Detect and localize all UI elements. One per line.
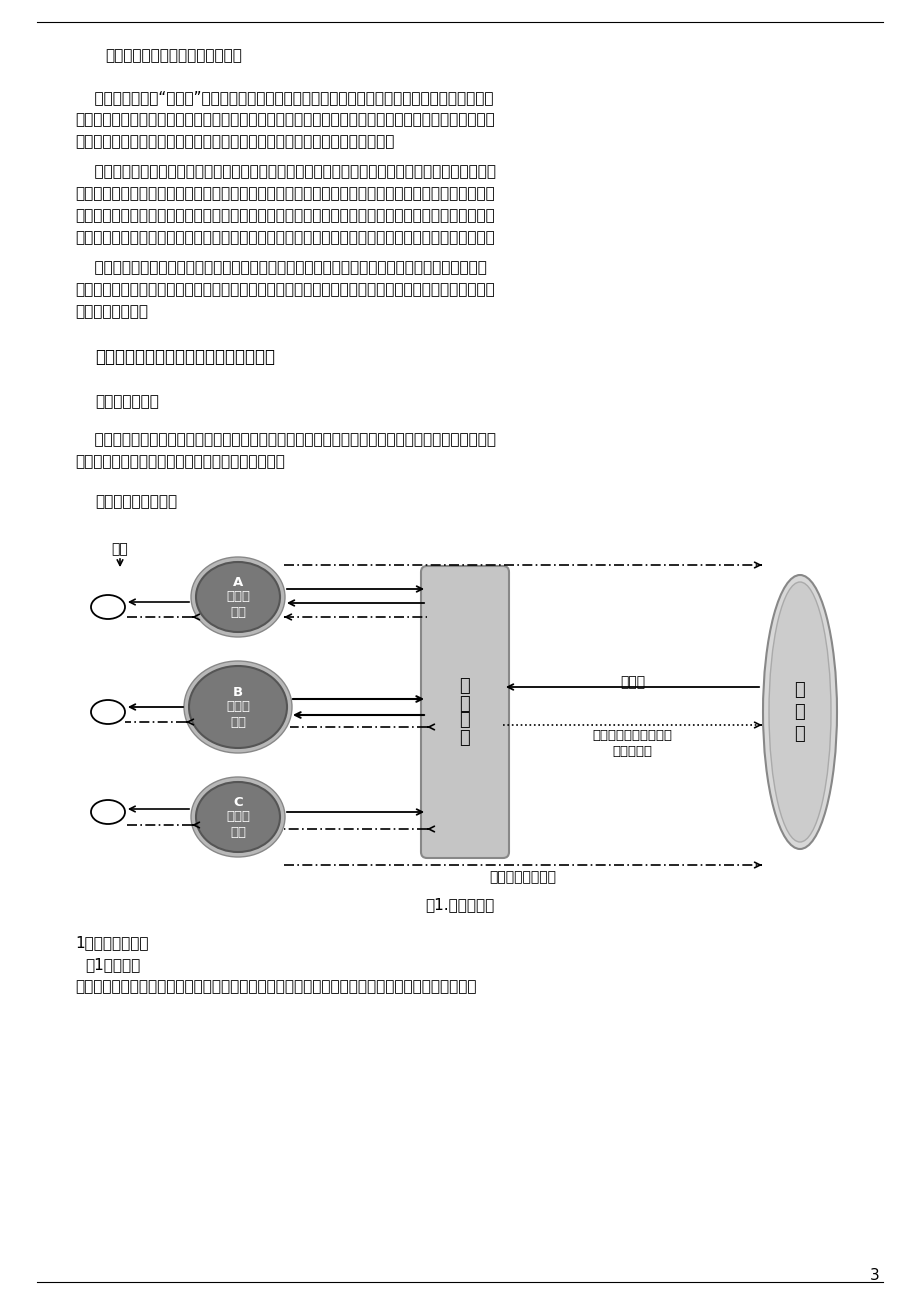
Ellipse shape xyxy=(91,595,125,618)
Text: （一）创新理念: （一）创新理念 xyxy=(95,395,159,409)
Text: 顾客: 顾客 xyxy=(111,542,129,556)
Text: 的服务，可以有效克服个性化定制和大规模生产之间只能取其一的矛盾。基于此，本文提出了高校餐饮经: 的服务，可以有效克服个性化定制和大规模生产之间只能取其一的矛盾。基于此，本文提出… xyxy=(75,283,494,297)
Text: 个性化的饮食消费需求，成为亟待解决的问题，而大规模定制思想的引入或许可以实现鱼与熊掌的兼得。: 个性化的饮食消费需求，成为亟待解决的问题，而大规模定制思想的引入或许可以实现鱼与… xyxy=(75,230,494,245)
Text: 原材料、半成品、成品: 原材料、半成品、成品 xyxy=(592,729,672,742)
Ellipse shape xyxy=(91,700,125,724)
Text: 生自身的营养需求提供针对性的餐品，结果导致学生对食堂的满意度逐渐下降。: 生自身的营养需求提供针对性的餐品，结果导致学生对食堂的满意度逐渐下降。 xyxy=(75,134,394,148)
Text: 营新模式的构想。: 营新模式的构想。 xyxy=(75,303,148,319)
Text: 实物流: 实物流 xyxy=(619,674,644,689)
Ellipse shape xyxy=(762,575,836,849)
Text: 各高校设有餐饮外卖店，负责将顾客的订餐信息进行汇总，并将信息同时传送到中央厨房和供应商。: 各高校设有餐饮外卖店，负责将顾客的订餐信息进行汇总，并将信息同时传送到中央厨房和… xyxy=(75,979,476,993)
Text: 校内: 校内 xyxy=(230,825,245,838)
Text: 校内: 校内 xyxy=(230,605,245,618)
Ellipse shape xyxy=(196,562,279,631)
Text: 外卖店: 外卖店 xyxy=(226,700,250,713)
Text: 央: 央 xyxy=(460,711,470,729)
Ellipse shape xyxy=(191,557,285,637)
Ellipse shape xyxy=(196,783,279,852)
Text: 足大学生日益多样化、个性化的餐饮需求。怎样才能以低成本、高质量的餐饮产品来满足大学生多样化、: 足大学生日益多样化、个性化的餐饮需求。怎样才能以低成本、高质量的餐饮产品来满足大… xyxy=(75,208,494,223)
Text: 本项目致力于打造在校大学生的健康饮食专家，给予他们母亲般的呵护，朋友般的关心和专家级的建: 本项目致力于打造在校大学生的健康饮食专家，给予他们母亲般的呵护，朋友般的关心和专… xyxy=(75,432,495,447)
Text: （二）经营模式简介: （二）经营模式简介 xyxy=(95,493,177,509)
Ellipse shape xyxy=(91,799,125,824)
Text: 校内: 校内 xyxy=(230,716,245,729)
Text: 图1.运作流程图: 图1.运作流程图 xyxy=(425,897,494,911)
Text: 议，引领新一代的健康、便捷、个性化的就餐潮流。: 议，引领新一代的健康、便捷、个性化的就餐潮流。 xyxy=(75,454,285,469)
Text: 供: 供 xyxy=(794,725,804,743)
Text: 需求信息流: 需求信息流 xyxy=(612,745,652,758)
Ellipse shape xyxy=(768,582,830,842)
Text: 商: 商 xyxy=(794,681,804,699)
Text: 二、大学校园快餐外卖店经营模式的构想: 二、大学校园快餐外卖店经营模式的构想 xyxy=(95,348,275,366)
Text: 厨: 厨 xyxy=(460,694,470,712)
Text: 中: 中 xyxy=(460,729,470,746)
FancyBboxPatch shape xyxy=(421,566,508,858)
Text: 房: 房 xyxy=(460,677,470,695)
Text: 外卖店: 外卖店 xyxy=(226,811,250,823)
Text: A: A xyxy=(233,575,243,589)
Text: B: B xyxy=(233,685,243,698)
Text: 3: 3 xyxy=(869,1268,879,1282)
Text: 量的激增，大学生消费需求渐渐超过了高校食堂的容纳能力和服务极限，传统的校办食堂模式也已不能满: 量的激增，大学生消费需求渐渐超过了高校食堂的容纳能力和服务极限，传统的校办食堂模… xyxy=(75,186,494,201)
Text: 传统食堂多采用“大锅饭”式的食品加工方式，单纯注重大批量生产带来的效率和成本优势，却未能: 传统食堂多采用“大锅饭”式的食品加工方式，单纯注重大批量生产带来的效率和成本优势… xyxy=(75,90,493,105)
Ellipse shape xyxy=(191,777,285,857)
Ellipse shape xyxy=(184,661,291,753)
Ellipse shape xyxy=(188,667,287,749)
Text: （四）多样化、个性化的餐饮需求: （四）多样化、个性化的餐饮需求 xyxy=(105,48,242,62)
Text: 外卖店: 外卖店 xyxy=(226,591,250,604)
Text: （1）信息流: （1）信息流 xyxy=(85,957,140,973)
Text: 最终产品需求信息: 最终产品需求信息 xyxy=(489,870,556,884)
Text: 在大学生的日常消费构成中，饮食支出在消费总支出中占有相当大的比重，而随着扩招带来的学生数: 在大学生的日常消费构成中，饮食支出在消费总支出中占有相当大的比重，而随着扩招带来… xyxy=(75,164,495,178)
Text: 充分考虑到来自全国各地不同学生的口味要求。而且饭菜种类单一，长时间不更换菜单，更不可能结合学: 充分考虑到来自全国各地不同学生的口味要求。而且饭菜种类单一，长时间不更换菜单，更… xyxy=(75,112,494,128)
Text: C: C xyxy=(233,796,243,809)
Text: 1、基本流程介绍: 1、基本流程介绍 xyxy=(75,935,148,950)
Text: 大规模定制致力于以接近大批量生产的成本和效率提供满足客户个性化需求的定制产品并提供相应: 大规模定制致力于以接近大批量生产的成本和效率提供满足客户个性化需求的定制产品并提… xyxy=(75,260,486,275)
Text: 应: 应 xyxy=(794,703,804,721)
